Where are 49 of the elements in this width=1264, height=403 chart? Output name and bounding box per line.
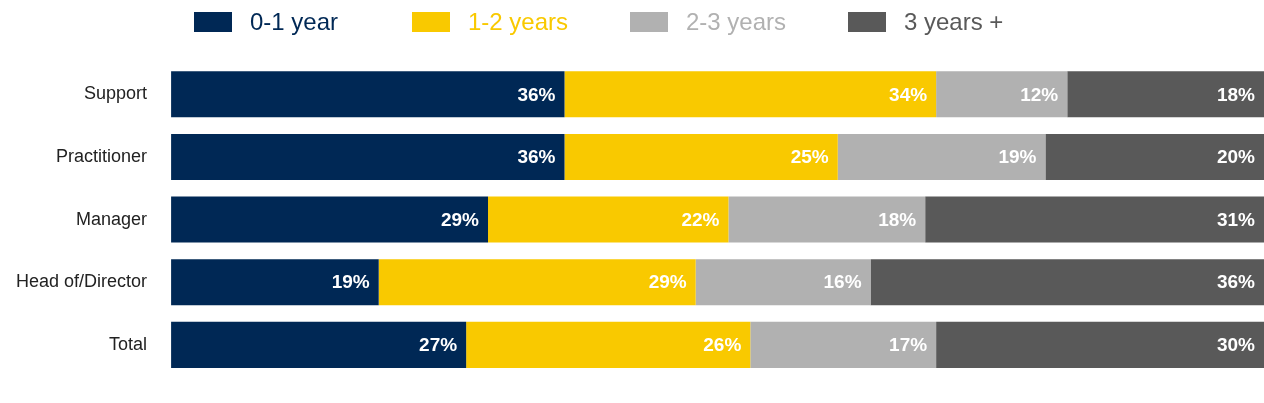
data-label: 34%	[889, 83, 928, 105]
data-label: 22%	[681, 208, 720, 230]
legend-label: 2-3 years	[686, 8, 787, 36]
bar	[870, 259, 1264, 306]
data-label: 25%	[790, 146, 829, 168]
data-label: 16%	[823, 271, 862, 293]
data-label: 20%	[1216, 146, 1256, 168]
data-label: 31%	[1216, 208, 1256, 230]
bar	[936, 321, 1264, 368]
bar	[925, 196, 1264, 243]
data-label: 26%	[703, 334, 742, 356]
legend-label: 3 years +	[904, 8, 1004, 36]
y-tick-label: Support	[84, 83, 148, 104]
bar	[750, 321, 937, 368]
y-tick-label: Manager	[76, 208, 148, 229]
y-tick-label: Head of/Director	[15, 271, 148, 292]
data-label: 17%	[889, 334, 928, 356]
bar	[171, 71, 565, 118]
bar	[837, 133, 1046, 180]
data-label: 19%	[331, 271, 370, 293]
bar	[171, 196, 489, 243]
data-label: 30%	[1216, 334, 1256, 356]
y-tick-label: Total	[109, 333, 148, 354]
data-label: 12%	[1020, 83, 1059, 105]
bar	[564, 133, 838, 180]
bar	[936, 71, 1068, 118]
legend-label: 1-2 years	[468, 8, 569, 36]
data-label: 18%	[878, 208, 917, 230]
bar	[171, 259, 379, 306]
data-label: 27%	[419, 334, 458, 356]
data-label: 36%	[517, 83, 556, 105]
legend-label: 0-1 year	[250, 8, 339, 36]
data-label: 36%	[517, 146, 556, 168]
bar	[728, 196, 926, 243]
bar	[171, 133, 565, 180]
data-label: 36%	[1216, 271, 1256, 293]
data-label: 29%	[440, 208, 480, 230]
bar	[466, 321, 751, 368]
bar	[1045, 133, 1264, 180]
data-label: 29%	[648, 271, 687, 293]
data-label: 19%	[998, 146, 1037, 168]
bar	[488, 196, 729, 243]
bar	[1067, 71, 1264, 118]
bar	[171, 321, 467, 368]
data-label: 18%	[1216, 83, 1256, 105]
bar	[564, 71, 937, 118]
y-tick-label: Practitioner	[56, 145, 148, 166]
bar	[378, 259, 696, 306]
bar	[695, 259, 871, 306]
